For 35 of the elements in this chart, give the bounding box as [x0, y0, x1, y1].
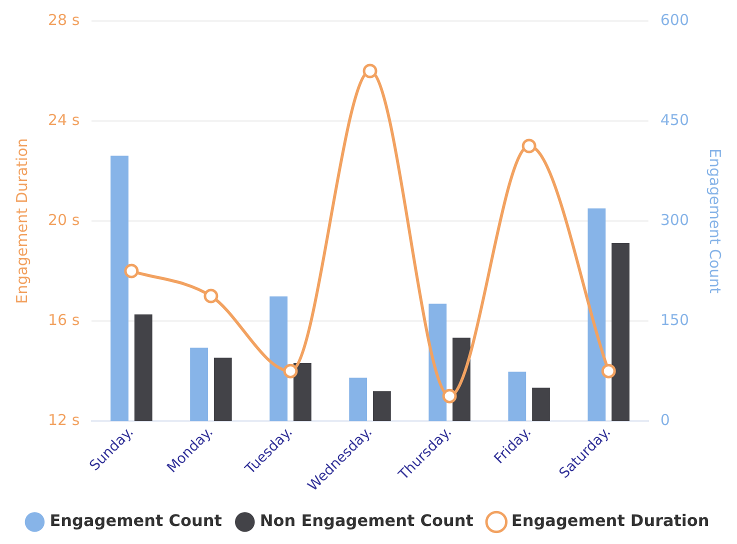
bar [373, 391, 391, 422]
point [283, 364, 298, 378]
y-tick-label: 28 s [48, 10, 80, 29]
point [362, 64, 378, 78]
legend-label: Non Engagement Count [260, 511, 474, 530]
point [601, 364, 616, 378]
y2-tick-label: 150 [660, 310, 690, 329]
y-axis-title: Engagement Duration [12, 138, 31, 304]
bar [270, 296, 288, 422]
bar [110, 156, 128, 422]
bar [134, 314, 152, 422]
point [204, 288, 218, 304]
y2-tick-label: 300 [660, 210, 690, 229]
y-tick-label: 12 s [48, 410, 80, 429]
bar [214, 358, 232, 422]
bar [349, 378, 368, 422]
y-tick-label: 20 s [48, 210, 80, 229]
y2-tick-label: 600 [660, 10, 690, 29]
bar [532, 388, 550, 422]
bar [428, 304, 447, 422]
point [124, 264, 139, 278]
y2-axis-title: Engagement Count [706, 148, 724, 294]
point [442, 388, 457, 404]
bar [190, 348, 208, 422]
point [522, 138, 536, 154]
bar [508, 372, 526, 422]
y2-tick-label: 0 [660, 410, 670, 429]
bar [612, 243, 630, 422]
y-tick-label: 16 s [48, 310, 80, 329]
bar [588, 208, 606, 422]
y2-tick-label: 450 [660, 110, 690, 129]
y-tick-label: 24 s [48, 110, 80, 129]
bar [293, 363, 312, 422]
legend-label: Engagement Count [50, 511, 222, 530]
legend-label: Engagement Duration [511, 511, 710, 530]
